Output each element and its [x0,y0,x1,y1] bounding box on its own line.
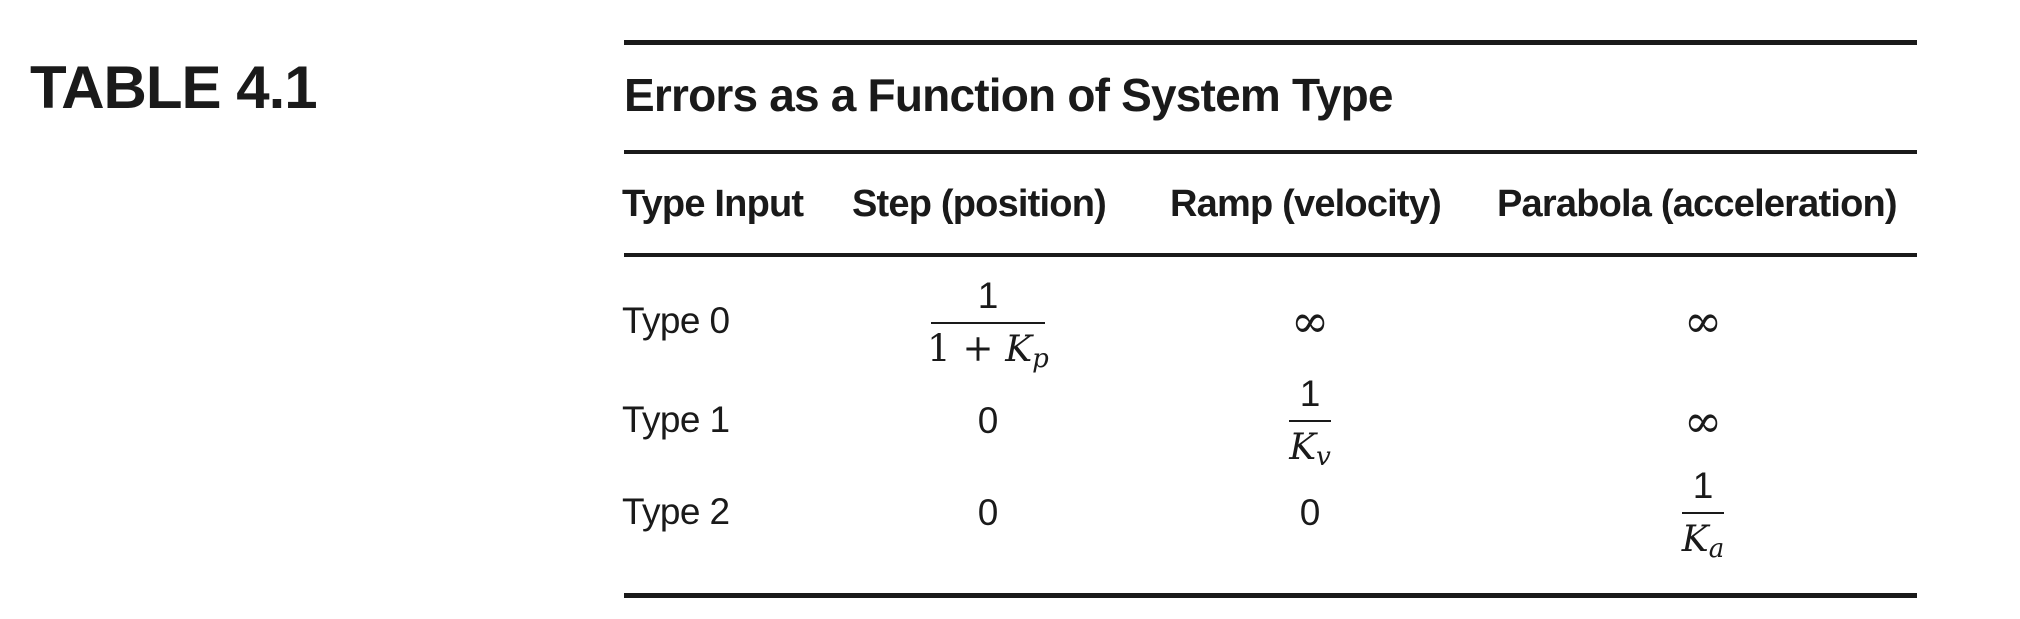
cell-ramp-type-0: ∞ [1290,294,1330,348]
cell-step-type-1: 0 [977,400,999,441]
fraction-bar [1682,512,1724,514]
gain-symbol: K [1005,329,1033,370]
fraction-ramp-type-1: 1 Kv [1190,375,1430,470]
fraction-parabola-type-2: 1 Ka [1583,467,1823,562]
header-parabola: Parabola (acceleration) [1497,183,1898,225]
table-number: TABLE 4.1 [30,54,318,121]
fraction-bar [931,322,1045,324]
fraction-denominator: 1 + Kp [927,324,1049,372]
gain-subscript: a [1708,534,1725,564]
header-rule [624,253,1917,257]
cell-parabola-type-1: ∞ [1683,394,1723,448]
fraction-numerator: 1 [1692,465,1714,506]
header-ramp: Ramp (velocity) [1170,183,1442,225]
fraction-numerator: 1 [1299,373,1321,414]
gain-symbol: K [1289,427,1317,468]
header-step: Step (position) [852,183,1107,225]
row-label-type-1: Type 1 [622,399,730,440]
cell-step-type-2: 0 [977,492,999,533]
table-caption: Errors as a Function of System Type [624,69,1394,121]
fraction-numerator: 1 [977,275,999,316]
row-label-type-0: Type 0 [622,300,730,341]
fraction-bar [1289,420,1331,422]
row-label-type-2: Type 2 [622,491,730,532]
gain-subscript: v [1316,442,1331,472]
fraction-denominator: Kv [1289,422,1331,472]
top-rule [624,40,1917,45]
cell-parabola-type-0: ∞ [1683,294,1723,348]
fraction-step-type-0: 1 1 + Kp [868,277,1108,372]
fraction-denominator: Ka [1681,514,1725,564]
header-type-input: Type Input [622,183,804,225]
bottom-rule [624,593,1917,598]
denominator-prefix: 1 + [927,327,1006,370]
gain-symbol: K [1681,519,1709,560]
caption-rule [624,150,1917,154]
gain-subscript: p [1032,344,1049,374]
cell-ramp-type-2: 0 [1299,492,1321,533]
